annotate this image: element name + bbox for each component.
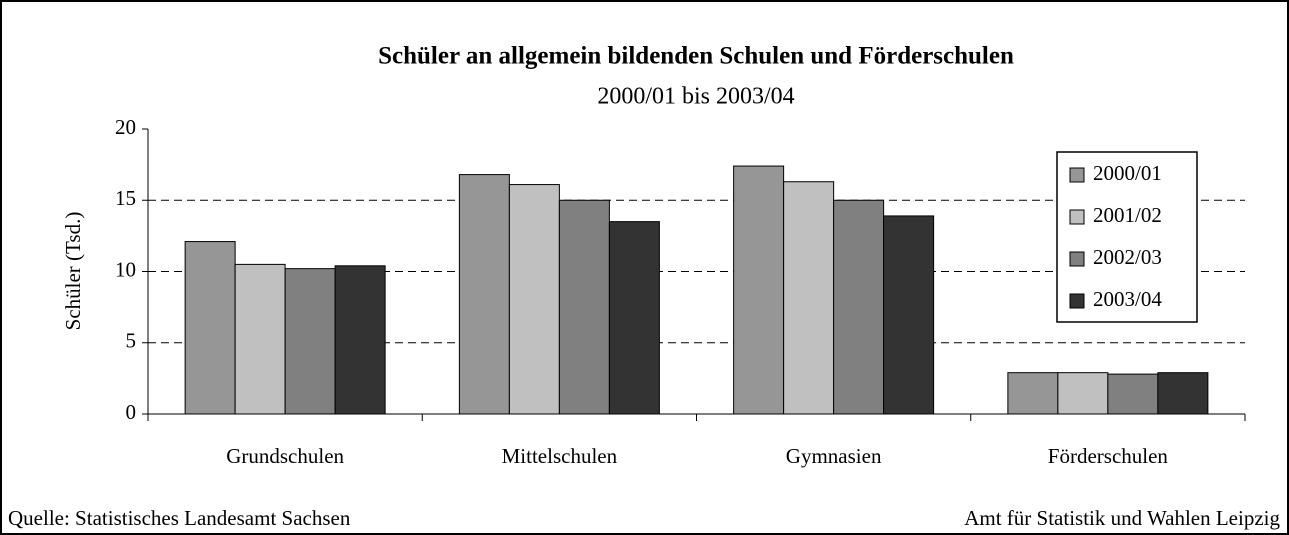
bar [608, 221, 660, 415]
bar [284, 268, 336, 415]
chart-title: Schüler an allgemein bildenden Schulen u… [378, 43, 1014, 70]
bar [833, 199, 885, 415]
bar [883, 215, 935, 415]
bar [184, 241, 236, 415]
bar [458, 174, 510, 415]
y-tick-label: 0 [126, 400, 137, 424]
x-tick-label: Gymnasien [786, 444, 882, 468]
bar [783, 181, 835, 415]
chart-subtitle: 2000/01 bis 2003/04 [597, 84, 794, 110]
x-tick-label: Mittelschulen [502, 444, 618, 468]
y-tick-label: 10 [115, 257, 136, 281]
bar [1157, 372, 1209, 415]
source-note: Quelle: Statistisches Landesamt Sachsen [8, 506, 351, 530]
legend-label: 2001/02 [1093, 203, 1162, 227]
y-axis-label: Schüler (Tsd.) [61, 212, 85, 331]
y-tick-label: 15 [115, 186, 136, 210]
bar [1007, 372, 1059, 415]
legend-swatch [1069, 209, 1085, 225]
x-tick-label: Förderschulen [1048, 444, 1169, 468]
legend-label: 2000/01 [1093, 161, 1162, 185]
credit-note: Amt für Statistik und Wahlen Leipzig [964, 506, 1280, 530]
bar [1057, 372, 1109, 415]
bar [558, 199, 610, 415]
bar [234, 263, 286, 415]
legend-label: 2003/04 [1093, 287, 1162, 311]
legend-swatch [1069, 293, 1085, 309]
legend-label: 2002/03 [1093, 245, 1162, 269]
x-tick-label: Grundschulen [226, 444, 344, 468]
bar [733, 165, 785, 415]
y-tick-label: 20 [115, 115, 136, 139]
legend-swatch [1069, 167, 1085, 183]
bar [508, 184, 560, 415]
bar [1107, 373, 1159, 415]
bar [334, 265, 386, 415]
legend-swatch [1069, 251, 1085, 267]
y-tick-label: 5 [126, 329, 137, 353]
